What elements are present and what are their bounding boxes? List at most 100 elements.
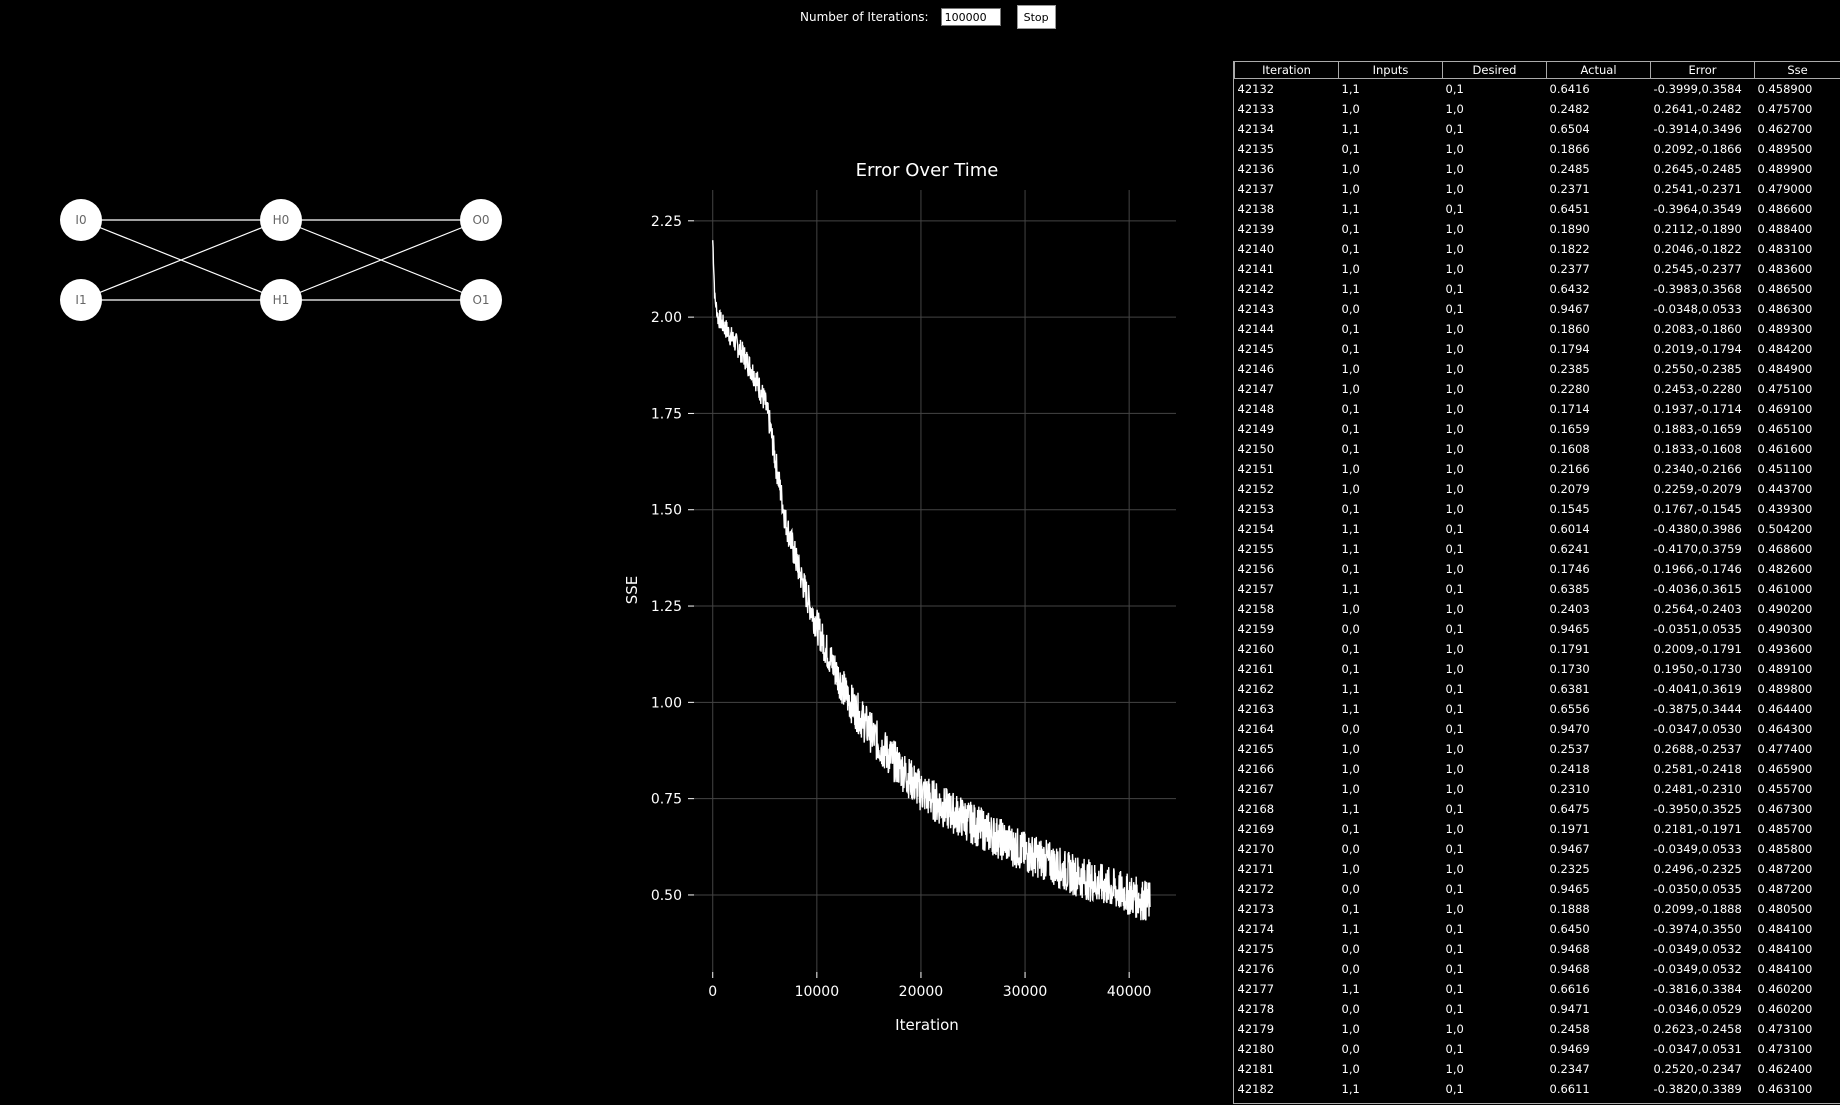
iterations-table[interactable]: Iteration Inputs Desired Actual Error Ss… <box>1233 61 1840 1104</box>
table-row[interactable]: 42176 0,0 0,1 0.9468 -0.0349,0.0532 0.484100 <box>1235 959 1840 979</box>
table-row[interactable]: 42156 0,1 1,0 0.1746 0.1966,-0.1746 0.482600 <box>1235 559 1840 579</box>
inputs-cell: 0,0 <box>1341 622 1360 636</box>
sse-cell: 0.484200 <box>1757 342 1813 356</box>
table-row[interactable]: 42163 1,1 0,1 0.6556 -0.3875,0.3444 0.464400 <box>1235 699 1840 719</box>
sse-cell: 0.489900 <box>1757 162 1813 176</box>
actual-cell: 0.6450 <box>1549 922 1590 936</box>
iterations-input[interactable] <box>940 8 1001 26</box>
desired-cell: 1,0 <box>1445 1062 1464 1076</box>
sse-cell: 0.489100 <box>1757 662 1813 676</box>
actual-cell: 0.9467 <box>1549 302 1590 316</box>
inputs-cell: 1,1 <box>1341 802 1360 816</box>
table-row[interactable]: 42136 1,0 1,0 0.2485 0.2645,-0.2485 0.489900 <box>1235 159 1840 179</box>
table-row[interactable]: 42172 0,0 0,1 0.9465 -0.0350,0.0535 0.487200 <box>1235 879 1840 899</box>
column-header-error[interactable]: Error <box>1650 61 1755 79</box>
table-row[interactable]: 42135 0,1 1,0 0.1866 0.2092,-0.1866 0.489500 <box>1235 139 1840 159</box>
table-row[interactable]: 42137 1,0 1,0 0.2371 0.2541,-0.2371 0.479000 <box>1235 179 1840 199</box>
y-tick-label: 2.25 <box>651 214 682 230</box>
desired-cell: 0,1 <box>1445 702 1464 716</box>
sse-cell: 0.460200 <box>1757 1002 1813 1016</box>
desired-cell: 0,1 <box>1445 622 1464 636</box>
table-row[interactable]: 42182 1,1 0,1 0.6611 -0.3820,0.3389 0.463100 <box>1235 1079 1840 1099</box>
table-row[interactable]: 42144 0,1 1,0 0.1860 0.2083,-0.1860 0.489300 <box>1235 319 1840 339</box>
table-row[interactable]: 42166 1,0 1,0 0.2418 0.2581,-0.2418 0.465900 <box>1235 759 1840 779</box>
table-row[interactable]: 42142 1,1 0,1 0.6432 -0.3983,0.3568 0.486500 <box>1235 279 1840 299</box>
table-row[interactable]: 42151 1,0 1,0 0.2166 0.2340,-0.2166 0.451100 <box>1235 459 1840 479</box>
error-cell: 0.2083,-0.1860 <box>1653 322 1742 336</box>
sse-cell: 0.439300 <box>1757 502 1813 516</box>
table-row[interactable]: 42171 1,0 1,0 0.2325 0.2496,-0.2325 0.487200 <box>1235 859 1840 879</box>
table-row[interactable]: 42149 0,1 1,0 0.1659 0.1883,-0.1659 0.465100 <box>1235 419 1840 439</box>
sse-cell: 0.477400 <box>1757 742 1813 756</box>
table-row[interactable]: 42134 1,1 0,1 0.6504 -0.3914,0.3496 0.462700 <box>1235 119 1840 139</box>
actual-cell: 0.1794 <box>1549 342 1590 356</box>
table-row[interactable]: 42174 1,1 0,1 0.6450 -0.3974,0.3550 0.484100 <box>1235 919 1840 939</box>
column-header-sse[interactable]: Sse <box>1754 61 1840 79</box>
iteration-cell: 42160 <box>1237 642 1275 656</box>
table-row[interactable]: 42177 1,1 0,1 0.6616 -0.3816,0.3384 0.460200 <box>1235 979 1840 999</box>
actual-cell: 0.2485 <box>1549 162 1590 176</box>
table-row[interactable]: 42152 1,0 1,0 0.2079 0.2259,-0.2079 0.443700 <box>1235 479 1840 499</box>
table-row[interactable]: 42167 1,0 1,0 0.2310 0.2481,-0.2310 0.455700 <box>1235 779 1840 799</box>
inputs-cell: 0,1 <box>1341 342 1360 356</box>
y-tick-label: 1.25 <box>651 599 682 615</box>
iteration-cell: 42139 <box>1237 222 1275 236</box>
table-row[interactable]: 42148 0,1 1,0 0.1714 0.1937,-0.1714 0.469100 <box>1235 399 1840 419</box>
table-row[interactable]: 42153 0,1 1,0 0.1545 0.1767,-0.1545 0.439300 <box>1235 499 1840 519</box>
table-row[interactable]: 42161 0,1 1,0 0.1730 0.1950,-0.1730 0.489100 <box>1235 659 1840 679</box>
table-row[interactable]: 42147 1,0 1,0 0.2280 0.2453,-0.2280 0.475100 <box>1235 379 1840 399</box>
table-row[interactable]: 42145 0,1 1,0 0.1794 0.2019,-0.1794 0.484200 <box>1235 339 1840 359</box>
iteration-cell: 42157 <box>1237 582 1275 596</box>
table-row[interactable]: 42140 0,1 1,0 0.1822 0.2046,-0.1822 0.483100 <box>1235 239 1840 259</box>
table-row[interactable]: 42159 0,0 0,1 0.9465 -0.0351,0.0535 0.490300 <box>1235 619 1840 639</box>
error-cell: 0.2019,-0.1794 <box>1653 342 1742 356</box>
table-row[interactable]: 42150 0,1 1,0 0.1608 0.1833,-0.1608 0.461600 <box>1235 439 1840 459</box>
iteration-cell: 42144 <box>1237 322 1275 336</box>
table-row[interactable]: 42178 0,0 0,1 0.9471 -0.0346,0.0529 0.460200 <box>1235 999 1840 1019</box>
iteration-cell: 42140 <box>1237 242 1275 256</box>
chart-series <box>712 240 1151 921</box>
table-row[interactable]: 42165 1,0 1,0 0.2537 0.2688,-0.2537 0.477400 <box>1235 739 1840 759</box>
table-row[interactable]: 42180 0,0 0,1 0.9469 -0.0347,0.0531 0.473100 <box>1235 1039 1840 1059</box>
table-row[interactable]: 42146 1,0 1,0 0.2385 0.2550,-0.2385 0.484900 <box>1235 359 1840 379</box>
column-header-iteration[interactable]: Iteration <box>1234 61 1339 79</box>
error-cell: 0.2092,-0.1866 <box>1653 142 1742 156</box>
table-row[interactable]: 42133 1,0 1,0 0.2482 0.2641,-0.2482 0.475700 <box>1235 99 1840 119</box>
sse-cell: 0.463100 <box>1757 1082 1813 1096</box>
column-header-desired[interactable]: Desired <box>1442 61 1547 79</box>
stop-button[interactable]: Stop <box>1016 5 1056 29</box>
inputs-cell: 1,1 <box>1341 682 1360 696</box>
table-row[interactable]: 42132 1,1 0,1 0.6416 -0.3999,0.3584 0.458900 <box>1235 79 1840 100</box>
inputs-cell: 0,0 <box>1341 882 1360 896</box>
column-header-inputs[interactable]: Inputs <box>1338 61 1443 79</box>
inputs-cell: 0,1 <box>1341 402 1360 416</box>
inputs-cell: 1,1 <box>1341 122 1360 136</box>
table-row[interactable]: 42160 0,1 1,0 0.1791 0.2009,-0.1791 0.493600 <box>1235 639 1840 659</box>
sse-cell: 0.464300 <box>1757 722 1813 736</box>
table-row[interactable]: 42173 0,1 1,0 0.1888 0.2099,-0.1888 0.480500 <box>1235 899 1840 919</box>
table-row[interactable]: 42162 1,1 0,1 0.6381 -0.4041,0.3619 0.489800 <box>1235 679 1840 699</box>
table-row[interactable]: 42169 0,1 1,0 0.1971 0.2181,-0.1971 0.485700 <box>1235 819 1840 839</box>
table-row[interactable]: 42143 0,0 0,1 0.9467 -0.0348,0.0533 0.486300 <box>1235 299 1840 319</box>
table-row[interactable]: 42139 0,1 1,0 0.1890 0.2112,-0.1890 0.488400 <box>1235 219 1840 239</box>
table-row[interactable]: 42179 1,0 1,0 0.2458 0.2623,-0.2458 0.473100 <box>1235 1019 1840 1039</box>
table-row[interactable]: 42181 1,0 1,0 0.2347 0.2520,-0.2347 0.462400 <box>1235 1059 1840 1079</box>
table-row[interactable]: 42168 1,1 0,1 0.6475 -0.3950,0.3525 0.467300 <box>1235 799 1840 819</box>
table-row[interactable]: 42170 0,0 0,1 0.9467 -0.0349,0.0533 0.485800 <box>1235 839 1840 859</box>
column-header-actual[interactable]: Actual <box>1546 61 1651 79</box>
iteration-cell: 42170 <box>1237 842 1275 856</box>
error-cell: -0.0351,0.0535 <box>1653 622 1742 636</box>
actual-cell: 0.2310 <box>1549 782 1590 796</box>
table-row[interactable]: 42141 1,0 1,0 0.2377 0.2545,-0.2377 0.483600 <box>1235 259 1840 279</box>
table-row[interactable]: 42155 1,1 0,1 0.6241 -0.4170,0.3759 0.468600 <box>1235 539 1840 559</box>
inputs-cell: 0,0 <box>1341 1002 1360 1016</box>
desired-cell: 1,0 <box>1445 782 1464 796</box>
sse-cell: 0.483100 <box>1757 242 1813 256</box>
table-row[interactable]: 42154 1,1 0,1 0.6014 -0.4380,0.3986 0.504200 <box>1235 519 1840 539</box>
table-row[interactable]: 42157 1,1 0,1 0.6385 -0.4036,0.3615 0.461000 <box>1235 579 1840 599</box>
error-cell: -0.4380,0.3986 <box>1653 522 1742 536</box>
table-row[interactable]: 42175 0,0 0,1 0.9468 -0.0349,0.0532 0.484100 <box>1235 939 1840 959</box>
table-row[interactable]: 42158 1,0 1,0 0.2403 0.2564,-0.2403 0.490200 <box>1235 599 1840 619</box>
table-row[interactable]: 42138 1,1 0,1 0.6451 -0.3964,0.3549 0.486600 <box>1235 199 1840 219</box>
table-row[interactable]: 42164 0,0 0,1 0.9470 -0.0347,0.0530 0.464300 <box>1235 719 1840 739</box>
